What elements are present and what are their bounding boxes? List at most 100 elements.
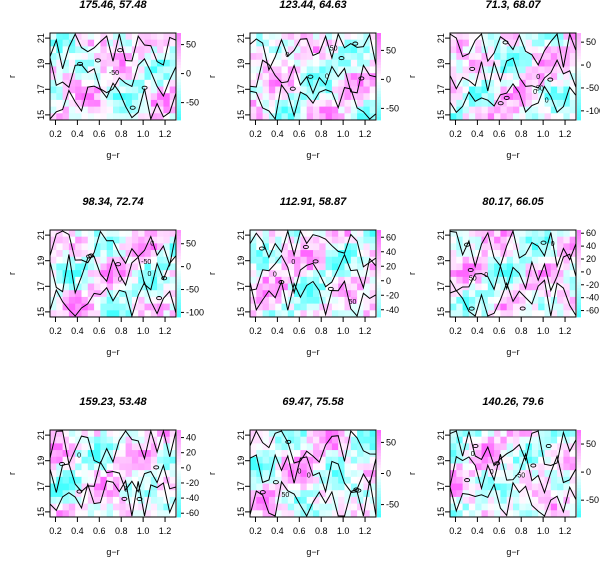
heat-cell <box>557 490 564 498</box>
heat-cell <box>281 296 289 305</box>
contour-line <box>49 479 177 517</box>
heat-cell <box>275 230 282 238</box>
heat-cell <box>75 230 82 238</box>
heat-cell <box>56 39 63 47</box>
heat-cell <box>163 113 171 121</box>
colorbar-segment <box>577 450 581 454</box>
heat-cell <box>113 470 120 478</box>
heat-cell <box>494 250 501 258</box>
heat-cell <box>350 53 358 61</box>
heat-cell <box>468 296 476 305</box>
contour-ring <box>141 85 148 90</box>
heat-cell <box>531 256 539 264</box>
heat-cell <box>350 503 358 511</box>
contour-ring <box>88 253 95 258</box>
heat-cell <box>275 456 282 464</box>
heat-cell <box>256 93 263 101</box>
heat-cell <box>294 93 301 101</box>
heat-cell <box>169 250 177 258</box>
heat-cell <box>481 106 489 114</box>
heat-cell <box>163 66 171 74</box>
heat-cell <box>50 79 57 87</box>
heat-cell <box>357 283 364 291</box>
heat-cell <box>494 59 501 67</box>
heat-cell <box>325 450 333 458</box>
heat-cell <box>475 66 482 74</box>
colorbar-segment <box>377 273 381 277</box>
heat-cell <box>138 283 145 291</box>
heat-cell <box>462 310 470 318</box>
heat-cell <box>262 476 270 484</box>
heat-cell <box>68 456 76 464</box>
heat-cell <box>325 113 333 121</box>
heat-cell <box>538 483 545 491</box>
heat-cell <box>369 270 377 278</box>
heat-cell <box>550 450 558 458</box>
heat-cell <box>487 483 495 491</box>
colorbar-segment <box>377 79 381 83</box>
heat-cell <box>106 53 114 61</box>
heat-cell <box>563 113 571 121</box>
heat-cell <box>350 250 358 258</box>
heat-cell <box>306 66 314 74</box>
heat-cell <box>169 496 177 505</box>
heat-cell <box>75 106 82 114</box>
heat-cell <box>344 250 352 258</box>
heat-cell <box>50 236 57 244</box>
heat-cell <box>169 456 177 464</box>
heat-cell <box>475 73 482 81</box>
heat-cell <box>325 303 333 311</box>
heat-cell <box>344 463 352 471</box>
heat-cell <box>319 230 326 238</box>
colorbar-segment <box>177 430 181 434</box>
heat-cell <box>475 456 482 464</box>
heat-cell <box>538 99 545 108</box>
colorbar-tick-label: 50 <box>386 45 396 55</box>
heat-cell <box>319 483 326 491</box>
heat-cell <box>81 230 89 238</box>
colorbar-segment <box>177 485 181 489</box>
heat-cell <box>131 53 139 61</box>
heat-cell <box>144 66 152 74</box>
colorbar-segment <box>577 441 581 445</box>
heat-cell <box>287 283 295 291</box>
heat-cell <box>287 476 295 484</box>
plot-frame <box>249 32 377 121</box>
heat-cell <box>344 256 352 264</box>
heat-cell <box>462 93 470 101</box>
plot-frame <box>449 32 577 121</box>
colorbar-segment <box>377 250 381 254</box>
heat-cell <box>519 46 526 54</box>
heat-cell <box>544 483 552 491</box>
heat-cell <box>331 86 339 94</box>
panel-title: 80.17, 66.05 <box>482 196 544 208</box>
heat-cell <box>494 450 501 458</box>
contour-line <box>49 281 177 318</box>
heat-cell <box>106 39 114 47</box>
heat-cell <box>344 296 352 305</box>
heat-cell <box>163 276 171 284</box>
heat-cell <box>268 296 276 305</box>
heat-cell <box>56 113 63 121</box>
heat-cell <box>456 463 463 471</box>
heat-cell <box>494 53 501 61</box>
colorbar-segment <box>577 505 581 509</box>
heat-cell <box>163 483 171 491</box>
heat-cell <box>281 470 289 478</box>
colorbar-segment <box>377 33 381 37</box>
heat-cell <box>68 463 76 471</box>
heat-cell <box>144 276 152 284</box>
heat-cell <box>475 450 482 458</box>
heat-cell <box>538 470 545 478</box>
heat-cell <box>538 463 545 471</box>
heat-cell <box>300 490 308 498</box>
heat-cell <box>169 296 177 305</box>
heat-cell <box>150 450 158 458</box>
heat-cell <box>369 66 377 74</box>
heat-cell <box>125 276 133 284</box>
heat-cell <box>75 270 82 278</box>
colorbar-segment <box>577 267 581 271</box>
colorbar-segment <box>377 67 381 72</box>
heat-cell <box>563 256 571 264</box>
